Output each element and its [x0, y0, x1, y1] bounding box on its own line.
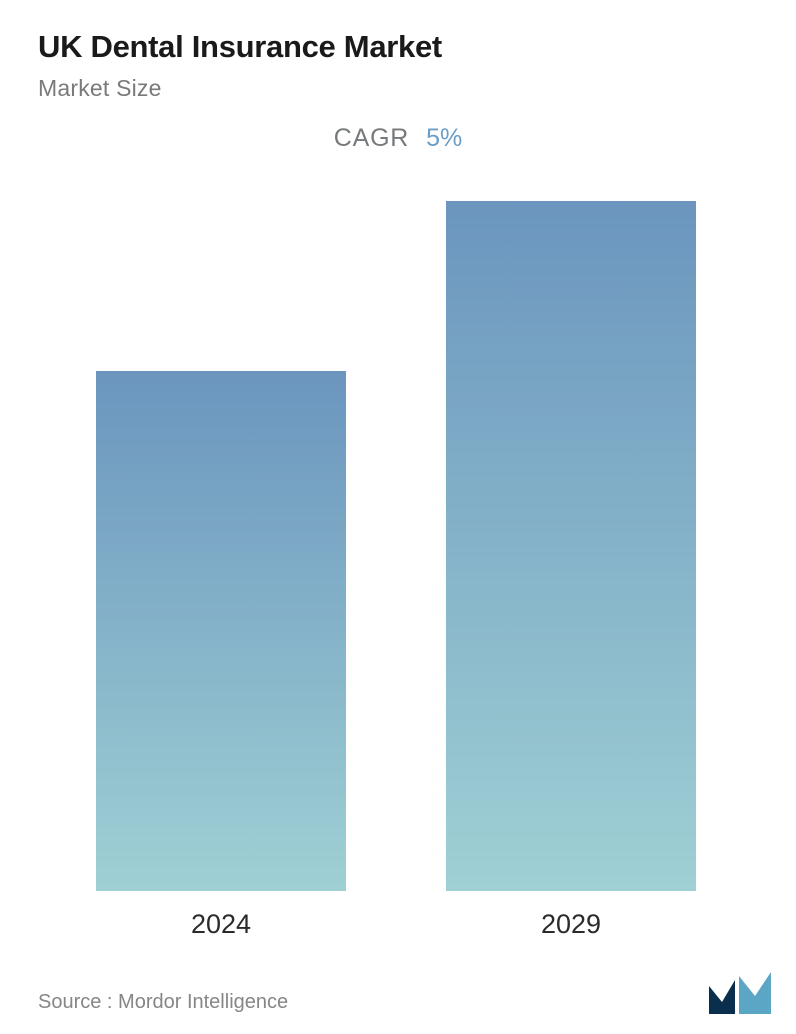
bar-fill	[96, 371, 346, 891]
bar-2029	[446, 201, 696, 891]
cagr-label: CAGR	[334, 124, 409, 152]
x-label-0: 2024	[96, 909, 346, 940]
chart-plot-area	[38, 201, 758, 891]
bar-2024	[96, 371, 346, 891]
x-label-1: 2029	[446, 909, 696, 940]
cagr-row: CAGR 5%	[38, 124, 758, 153]
chart-title: UK Dental Insurance Market	[38, 28, 758, 65]
mordor-logo-icon	[709, 972, 774, 1014]
chart-footer: Source : Mordor Intelligence	[38, 972, 774, 1014]
source-text: Source : Mordor Intelligence	[38, 991, 288, 1014]
chart-subtitle: Market Size	[38, 75, 758, 102]
chart-container: UK Dental Insurance Market Market Size C…	[0, 0, 796, 1034]
cagr-value: 5%	[426, 124, 462, 152]
bar-fill	[446, 201, 696, 891]
